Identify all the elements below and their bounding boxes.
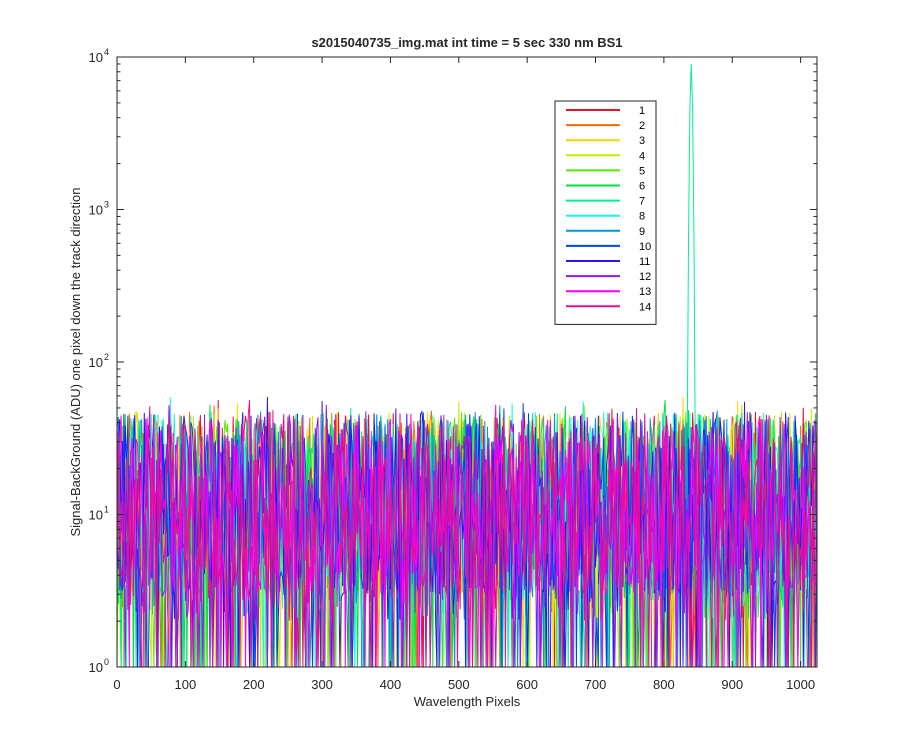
series-line-13 <box>116 404 818 668</box>
x-tick-label: 500 <box>448 677 470 692</box>
x-tick-label: 700 <box>585 677 607 692</box>
y-tick-exponent: 0 <box>104 657 109 667</box>
legend-label-9: 9 <box>639 226 645 238</box>
legend-label-8: 8 <box>639 211 645 223</box>
plot-frame <box>116 56 818 668</box>
y-tick-exponent: 1 <box>104 505 109 515</box>
x-tick-label: 300 <box>311 677 333 692</box>
chart-title: s2015040735_img.mat int time = 5 sec 330… <box>311 35 622 50</box>
y-tick-label: 10 <box>89 50 103 65</box>
legend-label-4: 4 <box>639 150 645 162</box>
legend-label-14: 14 <box>639 301 651 313</box>
x-tick-label: 800 <box>653 677 675 692</box>
legend-label-2: 2 <box>639 120 645 132</box>
x-tick-label: 900 <box>721 677 743 692</box>
x-tick-label: 600 <box>516 677 538 692</box>
y-tick-label: 10 <box>89 203 103 218</box>
legend-label-13: 13 <box>639 286 651 298</box>
legend-label-6: 6 <box>639 181 645 193</box>
legend-box <box>554 100 657 325</box>
legend-label-1: 1 <box>639 105 645 117</box>
legend-label-7: 7 <box>639 196 645 208</box>
legend-label-5: 5 <box>639 165 645 177</box>
y-tick-label: 10 <box>89 508 103 523</box>
legend-label-12: 12 <box>639 271 651 283</box>
x-axis-label: Wavelength Pixels <box>414 694 521 709</box>
legend-label-10: 10 <box>639 241 651 253</box>
x-tick-label: 0 <box>113 677 120 692</box>
x-tick-label: 200 <box>243 677 265 692</box>
y-tick-exponent: 3 <box>104 200 109 210</box>
y-tick-exponent: 4 <box>104 47 109 57</box>
x-tick-label: 1000 <box>786 677 815 692</box>
y-tick-label: 10 <box>89 660 103 675</box>
x-tick-label: 400 <box>380 677 402 692</box>
series-line-14 <box>116 399 818 668</box>
y-tick-label: 10 <box>89 355 103 370</box>
y-tick-exponent: 2 <box>104 352 109 362</box>
x-tick-label: 100 <box>175 677 197 692</box>
legend-label-11: 11 <box>639 256 650 268</box>
legend-label-3: 3 <box>639 135 645 147</box>
y-axis-label: Signal-BackGround (ADU) one pixel down t… <box>68 187 83 536</box>
